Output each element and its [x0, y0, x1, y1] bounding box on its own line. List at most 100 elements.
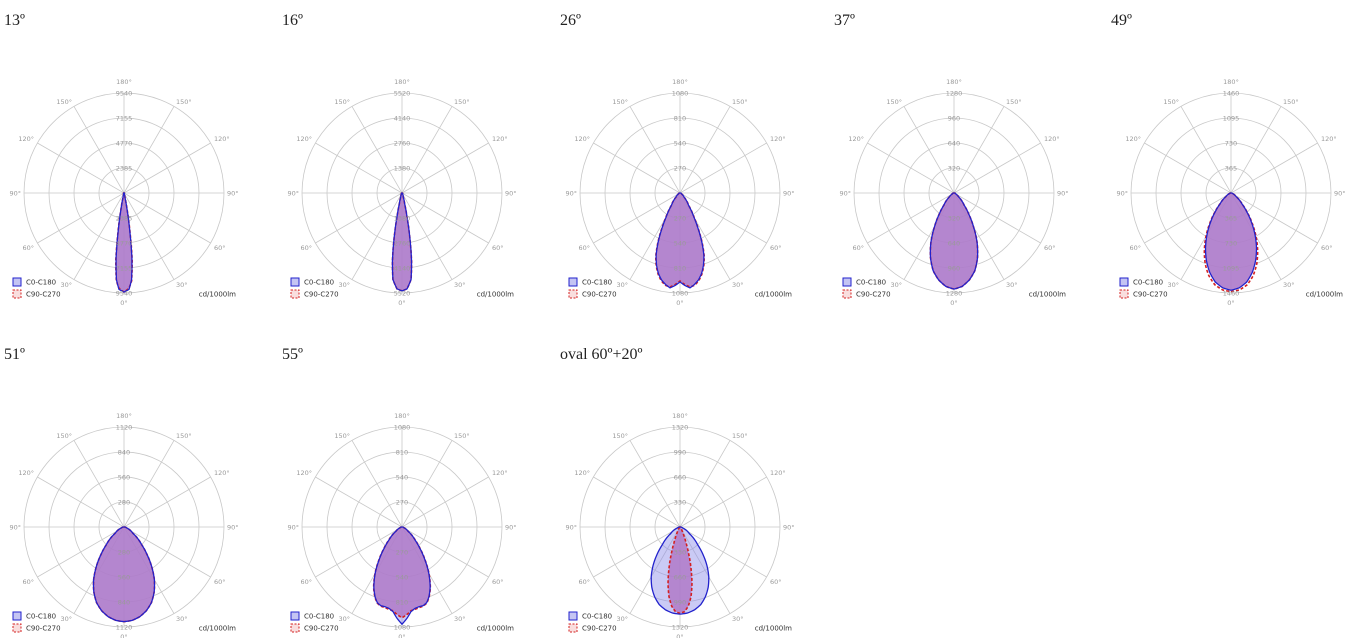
legend-c90-label: C90-C270: [304, 625, 339, 633]
ring-label: 365: [1225, 215, 1237, 223]
legend-c0-label: C0-C180: [582, 613, 612, 621]
angle-label: 0°: [120, 633, 127, 638]
polar-chart-37: 37º 320 320 640 640 960 960 1280 1280 180° 150° 15…: [834, 12, 1074, 307]
angle-label: 30°: [176, 281, 188, 289]
angle-label: 120°: [574, 469, 590, 477]
angle-label: 90°: [565, 524, 577, 532]
series-overlap-fill: [93, 527, 155, 622]
ring-label: 810: [396, 449, 408, 457]
legend-c90-label: C90-C270: [1133, 291, 1168, 299]
angle-label: 60°: [22, 578, 34, 586]
chart-title: 49º: [1111, 12, 1132, 29]
ring-label: 540: [674, 140, 686, 148]
ring-label: 960: [948, 265, 960, 273]
legend-c90-swatch: [842, 289, 852, 299]
angle-label: 180°: [394, 412, 410, 420]
unit-label: cd/1000lm: [1029, 291, 1066, 299]
angle-label: 60°: [770, 244, 782, 252]
series-c0-line: [115, 192, 133, 293]
angle-label: 150°: [454, 98, 470, 106]
series-c0-line: [391, 192, 413, 292]
chart-title: 13º: [4, 12, 25, 29]
angle-label: 60°: [852, 244, 864, 252]
ring-label: 7155: [116, 265, 133, 273]
angle-label: 60°: [1321, 244, 1333, 252]
angle-label: 90°: [783, 524, 795, 532]
series-c0-line: [929, 192, 979, 290]
unit-label: cd/1000lm: [755, 291, 792, 299]
angle-label: 120°: [18, 135, 34, 143]
angle-label: 0°: [676, 633, 683, 638]
ring-label: 1095: [1223, 265, 1240, 273]
angle-label: 120°: [770, 469, 786, 477]
ring-label: 2760: [394, 140, 411, 148]
unit-label: cd/1000lm: [199, 625, 236, 633]
legend-c90-label: C90-C270: [26, 291, 61, 299]
angle-label: 120°: [492, 469, 508, 477]
ring-label: 1080: [672, 290, 689, 298]
series-c0-line: [655, 192, 705, 289]
ring-label: 560: [118, 474, 130, 482]
angle-label: 0°: [398, 633, 405, 638]
unit-label: cd/1000lm: [755, 625, 792, 633]
angle-label: 30°: [60, 615, 72, 623]
series-overlap-fill: [668, 527, 692, 614]
angle-label: 60°: [770, 578, 782, 586]
angle-label: 30°: [616, 615, 628, 623]
angle-label: 120°: [214, 469, 230, 477]
ring-label: 540: [396, 574, 408, 582]
ring-label: 4140: [394, 115, 411, 123]
ring-label: 1095: [1223, 115, 1240, 123]
angle-label: 90°: [1116, 190, 1128, 198]
ring-label: 1380: [394, 215, 411, 223]
angle-label: 180°: [1223, 78, 1239, 86]
angle-label: 120°: [770, 135, 786, 143]
ring-label: 1320: [672, 424, 689, 432]
ring-label: 280: [118, 549, 130, 557]
angle-label: 90°: [1334, 190, 1346, 198]
ring-label: 330: [674, 499, 686, 507]
ring-label: 330: [674, 549, 686, 557]
angle-label: 180°: [672, 78, 688, 86]
polar-plot: 320 320 640 640 960 960 1280 1280 180° 150° 150° 12…: [839, 78, 1069, 307]
angle-label: 90°: [287, 524, 299, 532]
ring-label: 2760: [394, 240, 411, 248]
unit-label: cd/1000lm: [477, 625, 514, 633]
angle-label: 90°: [839, 190, 851, 198]
angle-label: 120°: [492, 135, 508, 143]
angle-label: 60°: [578, 244, 590, 252]
ring-label: 1080: [672, 90, 689, 98]
ring-label: 1380: [394, 165, 411, 173]
angle-label: 120°: [296, 469, 312, 477]
legend-c0-swatch: [568, 611, 578, 621]
angle-label: 150°: [886, 98, 902, 106]
angle-label: 0°: [398, 299, 405, 307]
angle-label: 90°: [1057, 190, 1069, 198]
angle-label: 90°: [9, 524, 21, 532]
legend-c90-label: C90-C270: [582, 625, 617, 633]
angle-label: 150°: [334, 98, 350, 106]
angle-label: 90°: [9, 190, 21, 198]
angle-label: 30°: [890, 281, 902, 289]
angle-label: 0°: [120, 299, 127, 307]
legend-c0-label: C0-C180: [26, 279, 56, 287]
angle-label: 150°: [612, 98, 628, 106]
ring-label: 730: [1225, 240, 1237, 248]
angle-label: 30°: [1167, 281, 1179, 289]
angle-label: 150°: [1006, 98, 1022, 106]
ring-label: 1460: [1223, 90, 1240, 98]
angle-label: 180°: [946, 78, 962, 86]
ring-label: 840: [118, 449, 130, 457]
angle-label: 150°: [612, 432, 628, 440]
angle-label: 150°: [56, 98, 72, 106]
ring-label: 1320: [672, 624, 689, 632]
angle-label: 30°: [616, 281, 628, 289]
polar-chart-16: 16º 1380 1380 2760 2760 4140 4140 5520 5520 180°…: [282, 12, 522, 307]
ring-label: 270: [674, 165, 686, 173]
angle-label: 60°: [214, 578, 226, 586]
series-c0-line: [92, 526, 156, 623]
polar-plot: 2385 2385 4770 4770 7155 7155 9540 9540 180° 150°…: [9, 78, 238, 307]
angle-label: 180°: [116, 412, 132, 420]
ring-label: 990: [674, 449, 686, 457]
ring-label: 270: [396, 549, 408, 557]
